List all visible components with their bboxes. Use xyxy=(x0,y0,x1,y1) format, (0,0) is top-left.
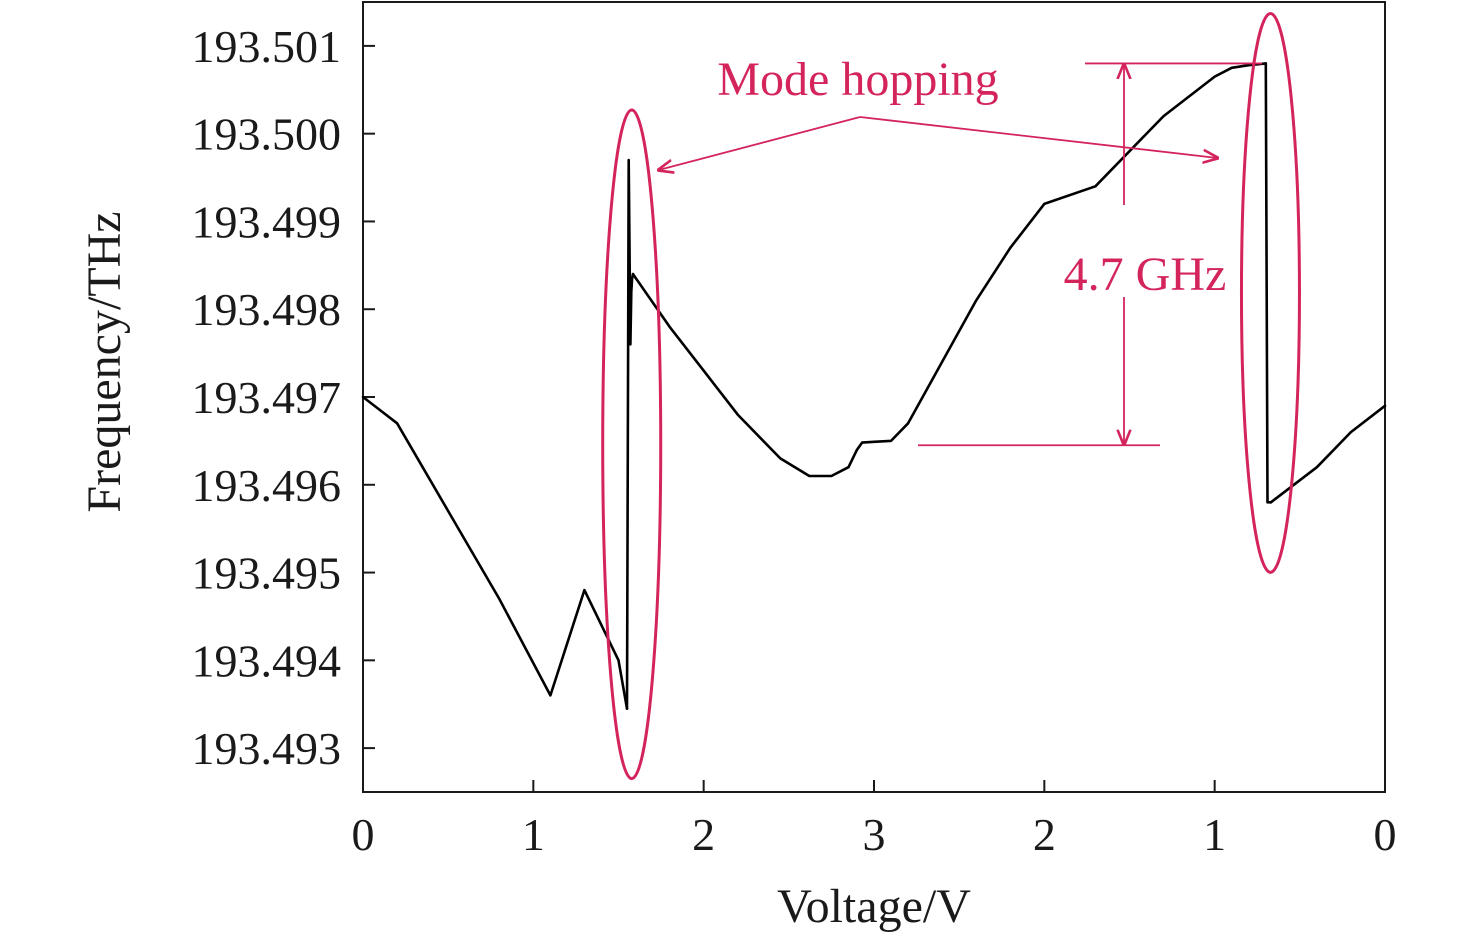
mode-hop-arrow-right xyxy=(859,116,1217,158)
y-tick-label: 193.501 xyxy=(192,21,342,72)
series-line-segment xyxy=(1269,404,1387,504)
y-axis: 193.493 193.494 193.495 193.496 193.497 193.4… xyxy=(192,21,375,774)
mode-hopping-label: Mode hopping xyxy=(717,53,998,106)
span-label: 4.7 GHz xyxy=(1064,248,1227,301)
mode-hop-ellipse xyxy=(601,108,663,781)
x-axis: 0 1 2 3 2 1 0 xyxy=(352,780,1397,860)
x-tick-label: 0 xyxy=(352,809,375,860)
x-tick-label: 2 xyxy=(692,809,715,860)
series-line-segment xyxy=(631,62,1268,478)
y-tick-label: 193.494 xyxy=(192,635,342,686)
y-tick-label: 193.496 xyxy=(192,460,342,511)
y-tick-label: 193.497 xyxy=(192,372,342,423)
y-tick-label: 193.495 xyxy=(192,548,342,599)
x-tick-label: 0 xyxy=(1374,809,1397,860)
y-tick-label: 193.493 xyxy=(192,723,342,774)
series-layer xyxy=(361,62,1387,710)
annotation-layer: Mode hopping 4.7 GHz xyxy=(601,11,1301,781)
x-tick-label: 3 xyxy=(863,809,886,860)
y-tick-label: 193.498 xyxy=(192,284,342,335)
plot-frame xyxy=(362,1,1386,793)
y-axis-title: Frequency/THz xyxy=(78,211,131,512)
x-axis-title: Voltage/V xyxy=(777,880,971,933)
mode-hop-arrow-left xyxy=(659,116,861,170)
series-line-segment xyxy=(361,395,629,710)
series-line-segment xyxy=(1264,62,1273,504)
x-tick-label: 1 xyxy=(1203,809,1226,860)
y-tick-label: 193.500 xyxy=(192,109,342,160)
series-line-segment xyxy=(625,158,635,710)
mode-hop-ellipse xyxy=(1239,11,1301,574)
x-tick-label: 2 xyxy=(1033,809,1056,860)
x-tick-label: 1 xyxy=(522,809,545,860)
y-tick-label: 193.499 xyxy=(192,196,342,247)
